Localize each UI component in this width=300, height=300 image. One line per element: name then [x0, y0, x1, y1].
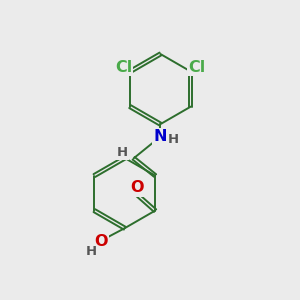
Text: N: N [154, 129, 167, 144]
Text: O: O [130, 180, 143, 195]
Text: H: H [167, 133, 178, 146]
Text: O: O [94, 234, 108, 249]
Text: H: H [117, 146, 128, 160]
Text: Cl: Cl [189, 60, 206, 75]
Text: H: H [85, 245, 96, 258]
Text: Cl: Cl [115, 60, 132, 75]
